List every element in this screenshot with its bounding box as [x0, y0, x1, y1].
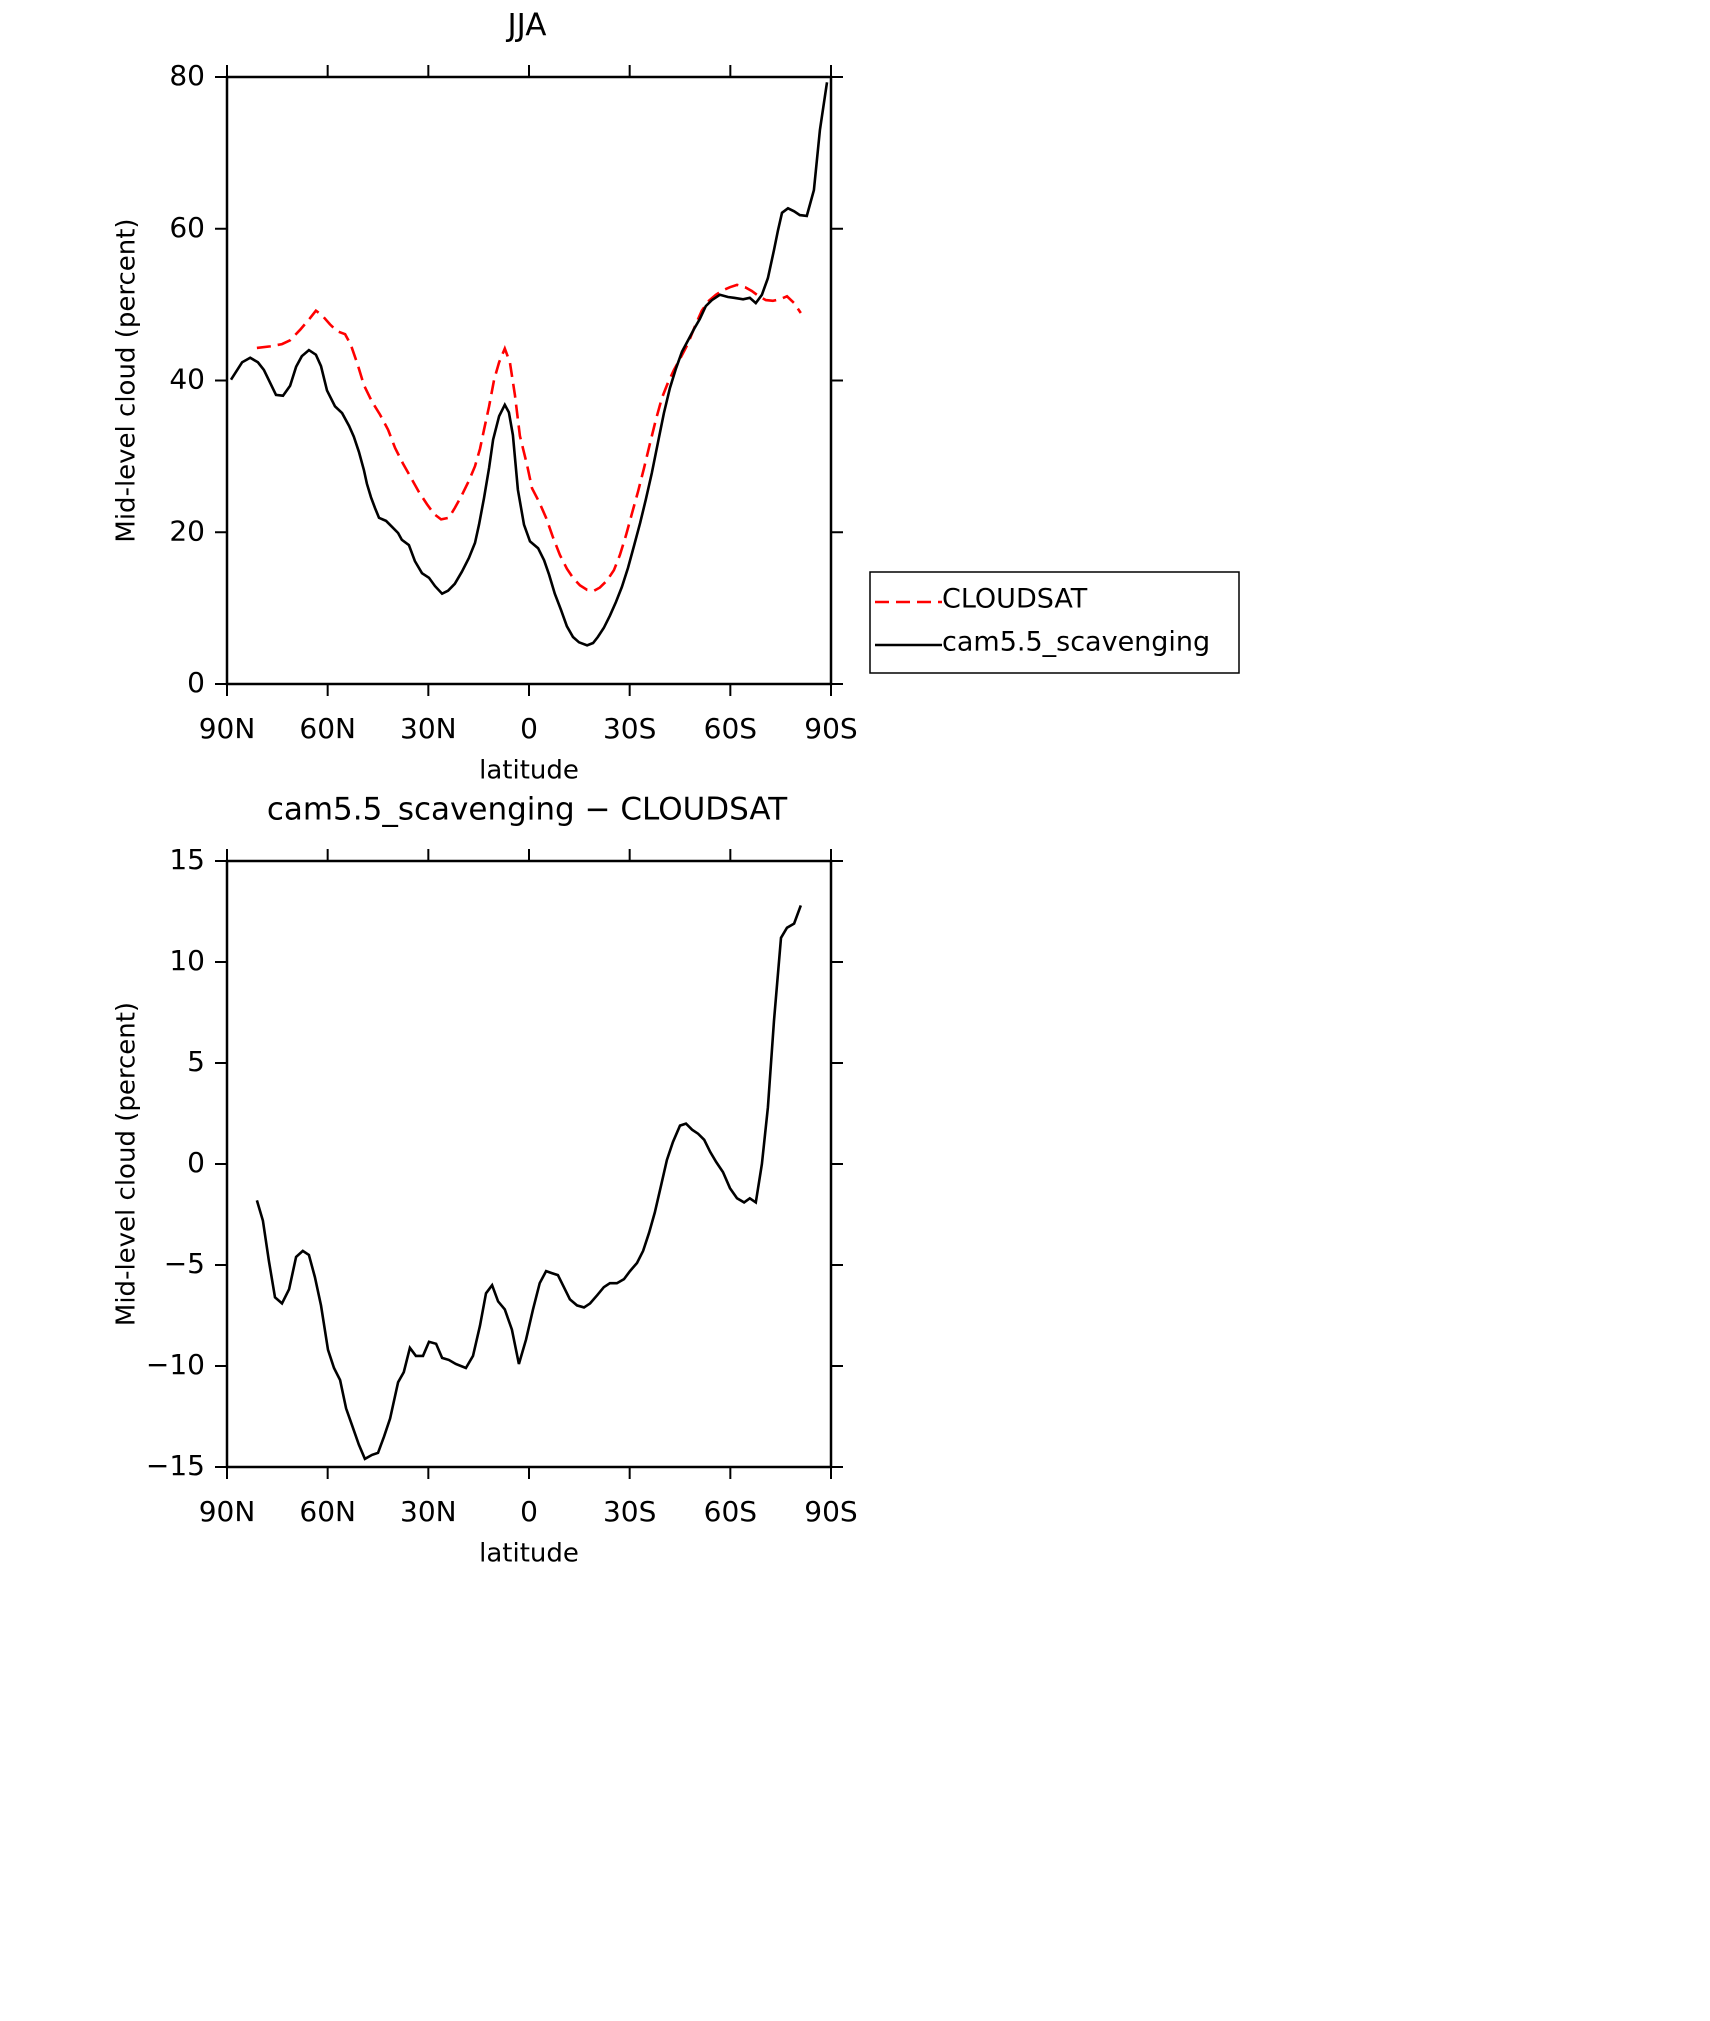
x-tick-label: 0	[520, 1495, 538, 1528]
x-tick-label: 60N	[299, 1495, 356, 1528]
x-axis-label: latitude	[479, 1539, 579, 1569]
y-tick-label: 5	[187, 1045, 205, 1078]
chart-title: JJA	[506, 8, 547, 44]
y-axis-label: Mid-level cloud (percent)	[112, 1002, 142, 1326]
y-axis-label: Mid-level cloud (percent)	[112, 218, 142, 542]
y-tick-label: 15	[169, 843, 205, 876]
data-line	[255, 904, 803, 1461]
chart-title: cam5.5_scavenging − CLOUDSAT	[267, 792, 788, 828]
x-tick-label: 30N	[400, 1495, 457, 1528]
legend-box	[869, 571, 1240, 674]
data-line	[256, 283, 802, 593]
y-tick-label: 10	[169, 944, 205, 977]
x-tick-label: 90S	[804, 1495, 857, 1528]
x-tick-label: 60N	[299, 712, 356, 745]
x-tick-label: 30S	[603, 1495, 656, 1528]
y-tick-label: −5	[164, 1247, 205, 1280]
x-tick-label: 60S	[704, 1495, 757, 1528]
y-tick-label: 60	[169, 211, 205, 244]
data-line	[229, 82, 829, 647]
x-tick-label: 0	[520, 712, 538, 745]
x-tick-label: 90N	[199, 1495, 256, 1528]
plot-frame	[225, 859, 833, 1469]
y-tick-label: 0	[187, 1146, 205, 1179]
x-axis-label: latitude	[479, 756, 579, 786]
x-tick-label: 30S	[603, 712, 656, 745]
x-tick-label: 30N	[400, 712, 457, 745]
legend-label: cam5.5_scavenging	[942, 627, 1210, 658]
x-tick-label: 90S	[804, 712, 857, 745]
y-tick-label: 0	[187, 666, 205, 699]
y-tick-label: 20	[169, 514, 205, 547]
y-tick-label: 40	[169, 363, 205, 396]
y-tick-label: 80	[169, 59, 205, 92]
x-tick-label: 60S	[704, 712, 757, 745]
y-tick-label: −10	[146, 1348, 205, 1381]
legend-label: CLOUDSAT	[942, 584, 1088, 615]
x-tick-label: 90N	[199, 712, 256, 745]
y-tick-label: −15	[146, 1449, 205, 1482]
plot-frame	[225, 75, 833, 686]
